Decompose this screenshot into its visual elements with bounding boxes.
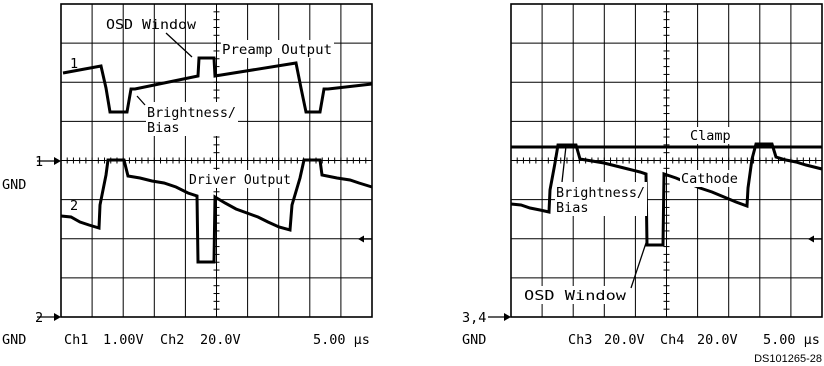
right-brightness-leader	[561, 145, 567, 183]
ch1-ref-arrow	[37, 157, 61, 165]
ch34-ref-arrow	[488, 313, 511, 321]
gnd-label-bottom: GND	[2, 332, 26, 348]
ch4-footer-scale: 20.0V	[697, 332, 738, 348]
left-timebase: 5.00 µs	[313, 332, 370, 348]
right-scope: Clamp Cathode Brightness/ Bias OSD Windo…	[462, 3, 823, 348]
clamp-label-backing	[688, 127, 738, 144]
right-timebase: 5.00 µs	[763, 332, 820, 348]
ch2-ref-arrow	[37, 313, 61, 321]
left-trigger-arrow	[358, 235, 372, 243]
right-trigger-arrow	[808, 235, 822, 243]
brightness-label-backing	[146, 102, 238, 136]
brightness-label-line2: Bias	[147, 120, 180, 136]
gnd-label-top: GND	[2, 177, 26, 193]
ch1-footer-scale: 1.00V	[103, 332, 144, 348]
cathode-label: Cathode	[681, 171, 738, 187]
trace2-tag: 2	[70, 198, 78, 214]
driver-output-label: Driver Output	[189, 172, 291, 188]
driver-label-backing	[188, 170, 292, 188]
right-osd-window-label: OSD Window	[524, 288, 627, 304]
ch2-footer-scale: 20.0V	[200, 332, 241, 348]
right-brightness-backing	[555, 182, 647, 216]
preamp-output-label: Preamp Output	[222, 42, 332, 58]
driver-output-trace	[60, 158, 373, 264]
preamp-label-backing	[221, 40, 334, 58]
figure-id: DS101265-28	[754, 353, 822, 365]
ch2-footer-name: Ch2	[160, 332, 184, 348]
left-scope: 1 GND 2 GND 1 2 OSD Window Preamp Output…	[2, 3, 373, 348]
brightness-bias-leader	[136, 95, 146, 106]
ch34-ref-label: 3,4	[462, 310, 486, 326]
cathode-label-backing	[680, 170, 744, 187]
preamp-output-trace	[62, 56, 373, 114]
ch3-footer-scale: 20.0V	[604, 332, 645, 348]
brightness-label-line1: Brightness/	[147, 105, 236, 121]
ch2-ref-label: 2	[35, 310, 43, 326]
right-osd-backing	[523, 286, 627, 304]
cathode-trace	[510, 142, 823, 247]
osd-window-label: OSD Window	[106, 17, 197, 33]
osd-window-leader	[165, 32, 193, 58]
right-gnd-label: GND	[462, 332, 486, 348]
trace1-tag: 1	[70, 56, 78, 72]
right-brightness-line1: Brightness/	[556, 185, 645, 201]
ch1-footer-name: Ch1	[64, 332, 88, 348]
ch1-ref-label: 1	[35, 154, 43, 170]
clamp-label: Clamp	[690, 128, 731, 144]
ch4-footer-name: Ch4	[660, 332, 684, 348]
right-osd-leader	[630, 239, 648, 289]
ch3-footer-name: Ch3	[568, 332, 592, 348]
right-brightness-line2: Bias	[556, 200, 589, 216]
